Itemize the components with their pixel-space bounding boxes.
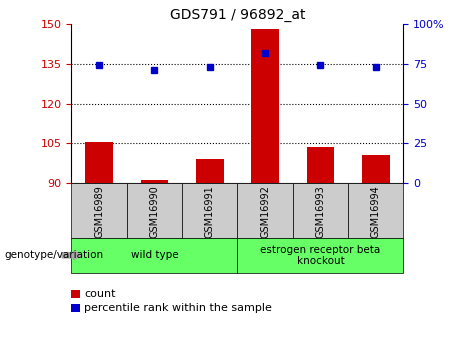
Bar [182, 183, 237, 238]
Bar [237, 238, 403, 273]
Bar [141, 180, 168, 183]
Text: estrogen receptor beta
knockout: estrogen receptor beta knockout [260, 245, 380, 266]
Text: GSM16993: GSM16993 [315, 186, 325, 238]
Bar [127, 183, 182, 238]
Text: GSM16991: GSM16991 [205, 186, 215, 238]
Bar [362, 155, 390, 183]
Text: wild type: wild type [130, 250, 178, 260]
Bar [251, 29, 279, 183]
Bar [293, 183, 348, 238]
Bar [71, 183, 127, 238]
Bar [71, 238, 237, 273]
Title: GDS791 / 96892_at: GDS791 / 96892_at [170, 8, 305, 22]
Text: percentile rank within the sample: percentile rank within the sample [84, 303, 272, 313]
Bar [237, 183, 293, 238]
Text: GSM16992: GSM16992 [260, 186, 270, 238]
Text: genotype/variation: genotype/variation [5, 250, 104, 260]
Bar [348, 183, 403, 238]
Bar [85, 142, 113, 183]
Bar [196, 159, 224, 183]
Text: GSM16990: GSM16990 [149, 186, 160, 238]
Bar [307, 147, 334, 183]
Text: GSM16994: GSM16994 [371, 186, 381, 238]
Text: GSM16989: GSM16989 [94, 186, 104, 238]
Text: count: count [84, 289, 116, 299]
